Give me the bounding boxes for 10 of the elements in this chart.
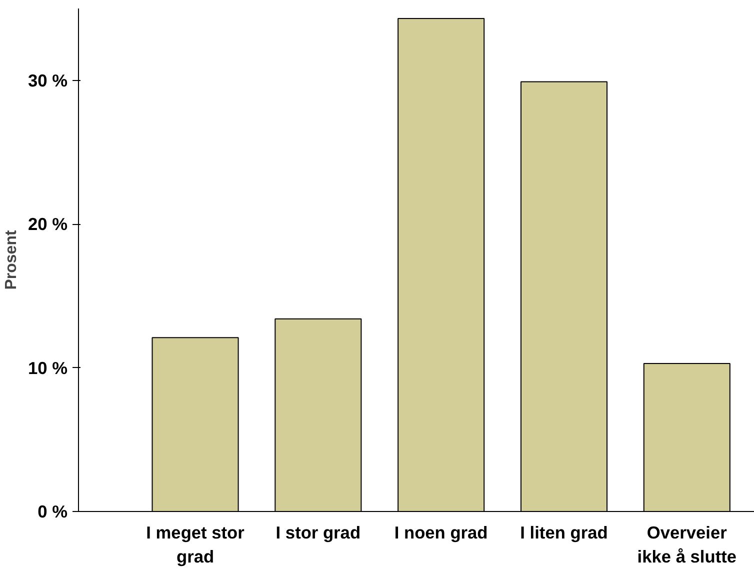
x-tick-label: I meget stor grad (146, 522, 245, 566)
y-axis-title: Prosent (3, 230, 20, 290)
x-tick-label: I stor grad (276, 522, 361, 542)
y-tick-label: 30 % (28, 70, 68, 90)
x-tick-label: Overveier ikke å slutte (637, 522, 737, 566)
y-tick-label: 10 % (28, 358, 68, 378)
y-tick-label: 0 % (38, 502, 68, 522)
x-tick-label: I liten grad (520, 522, 608, 542)
x-tick-label: I noen grad (394, 522, 488, 542)
y-tick-label: 20 % (28, 214, 68, 234)
